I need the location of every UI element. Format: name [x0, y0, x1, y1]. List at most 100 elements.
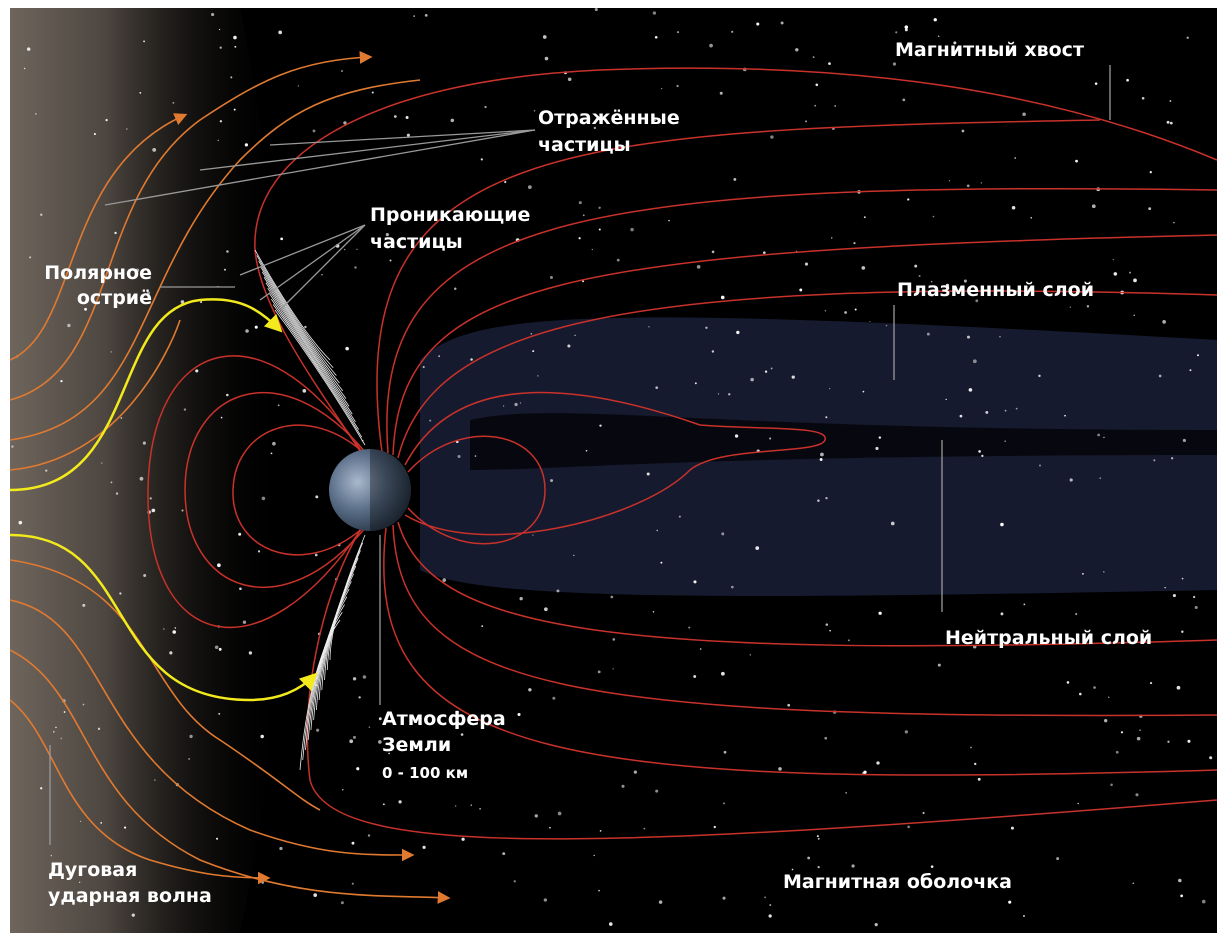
star	[869, 321, 870, 322]
star	[852, 864, 855, 867]
star	[1016, 408, 1018, 410]
star	[534, 110, 536, 112]
star	[981, 455, 983, 457]
star	[1139, 729, 1140, 730]
label: Проникающие	[370, 204, 530, 226]
star	[304, 326, 306, 328]
star	[239, 587, 242, 590]
star	[931, 865, 934, 868]
star	[51, 855, 52, 856]
star	[1108, 697, 1109, 698]
star	[905, 25, 909, 29]
star	[356, 767, 359, 770]
star	[722, 897, 725, 900]
star	[454, 288, 456, 290]
star	[124, 827, 126, 829]
star	[220, 120, 222, 122]
star	[1162, 320, 1166, 324]
label: частицы	[370, 231, 463, 253]
star	[80, 821, 81, 822]
star	[1110, 784, 1113, 787]
star	[143, 442, 146, 445]
star	[828, 62, 831, 65]
star	[182, 509, 184, 511]
star	[1132, 882, 1134, 884]
star	[1070, 306, 1071, 307]
star	[820, 453, 824, 457]
star	[302, 389, 306, 393]
star	[342, 789, 343, 790]
star	[1092, 204, 1096, 208]
star	[644, 828, 646, 830]
star	[573, 555, 574, 556]
star	[1082, 573, 1084, 575]
star	[230, 76, 232, 78]
star	[442, 578, 446, 582]
star	[893, 62, 896, 65]
star	[406, 116, 409, 119]
star	[1181, 631, 1183, 633]
star	[120, 417, 122, 419]
label: Отражённые	[538, 107, 680, 129]
star	[598, 890, 600, 892]
star	[1056, 857, 1059, 860]
star	[422, 846, 425, 849]
star	[1133, 279, 1137, 283]
star	[974, 763, 976, 765]
star	[425, 14, 428, 17]
star	[712, 350, 714, 352]
star	[595, 8, 598, 11]
star	[1159, 375, 1162, 378]
star	[712, 251, 715, 254]
star	[356, 249, 357, 250]
star	[660, 562, 662, 564]
star	[24, 68, 25, 69]
star	[438, 355, 440, 357]
star	[969, 388, 973, 392]
star	[94, 133, 96, 135]
label: частицы	[538, 134, 631, 156]
star	[1000, 523, 1004, 527]
star	[721, 296, 725, 300]
star	[1183, 439, 1186, 442]
star	[1134, 315, 1135, 316]
star	[79, 882, 80, 883]
star	[1167, 741, 1169, 743]
star	[813, 56, 815, 58]
star	[279, 847, 282, 850]
star	[820, 458, 823, 461]
star	[278, 31, 282, 35]
star	[1150, 682, 1152, 684]
star	[249, 651, 252, 654]
star	[349, 739, 353, 743]
star	[233, 36, 237, 40]
star	[1171, 457, 1173, 459]
star	[656, 530, 657, 531]
star	[255, 326, 258, 329]
star	[661, 88, 662, 89]
star	[764, 897, 766, 899]
star	[568, 77, 572, 81]
star	[769, 904, 771, 906]
star	[461, 838, 464, 841]
star	[1087, 305, 1089, 307]
star	[390, 260, 392, 262]
star	[634, 771, 637, 774]
star	[825, 497, 827, 499]
star	[175, 627, 176, 628]
star	[132, 914, 135, 917]
star	[647, 472, 650, 475]
star	[226, 394, 229, 397]
star	[372, 91, 374, 93]
star	[805, 120, 807, 122]
star	[655, 386, 658, 389]
star	[1014, 157, 1016, 159]
star	[280, 237, 283, 240]
star	[886, 325, 887, 326]
star	[855, 309, 857, 311]
star	[11, 445, 13, 447]
star	[1150, 171, 1152, 173]
star	[579, 201, 582, 204]
star	[260, 735, 263, 738]
star	[593, 855, 594, 856]
